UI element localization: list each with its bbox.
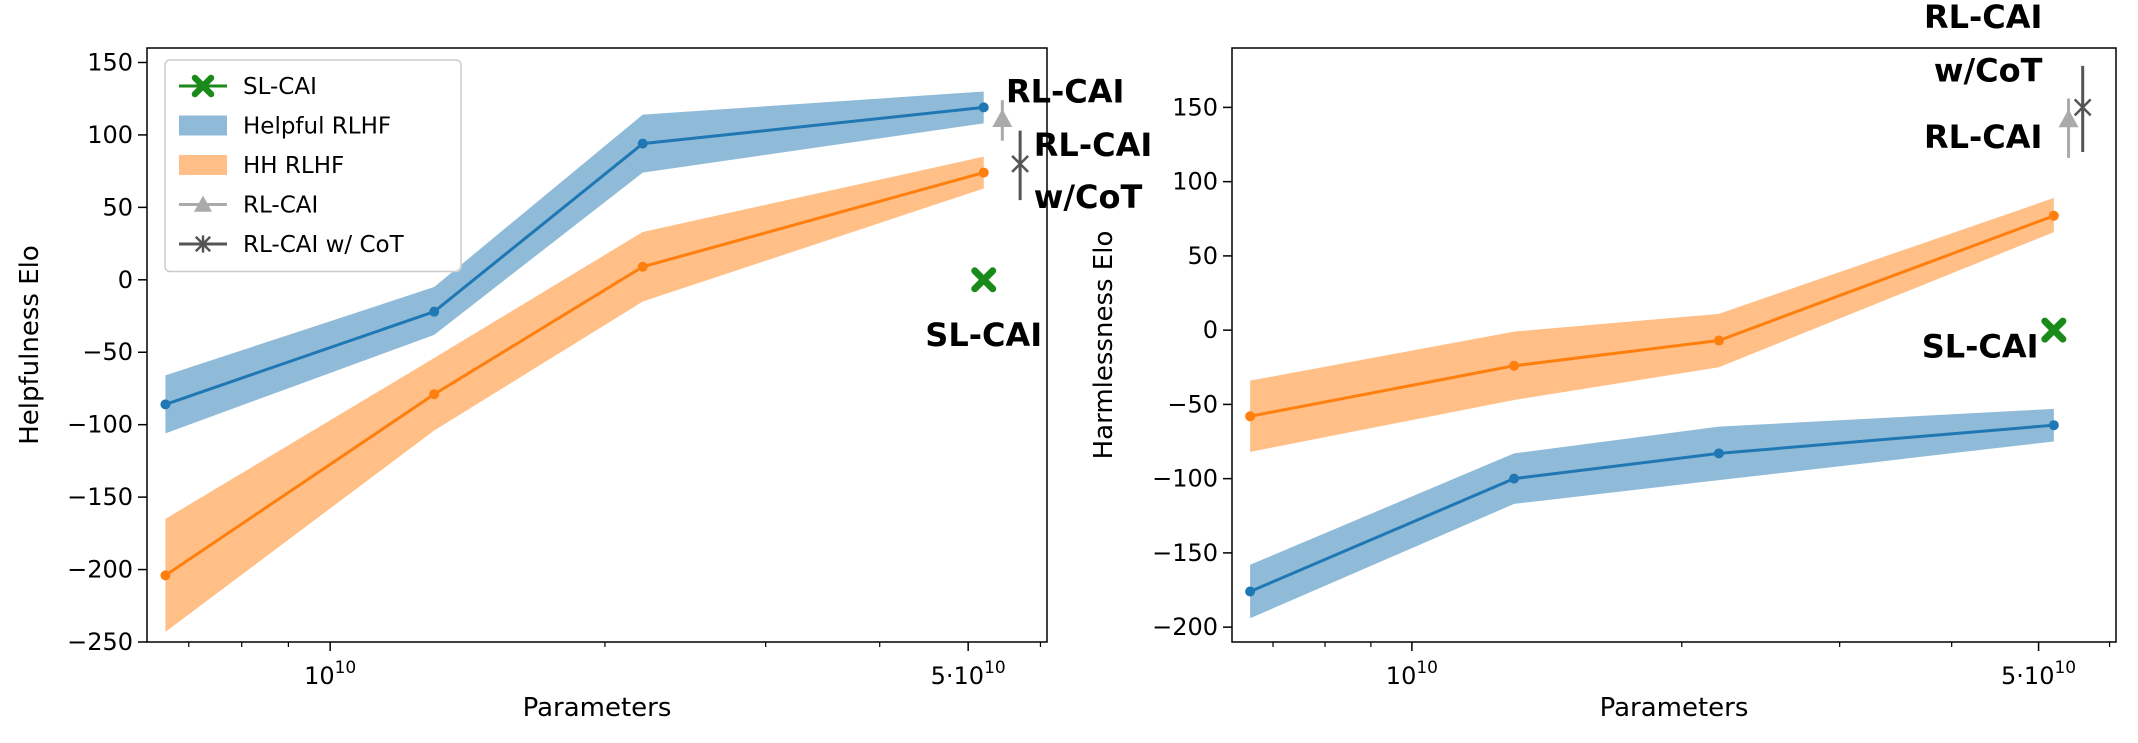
y-tick-label: 50 <box>1187 242 1218 270</box>
annotation-label: RL-CAI <box>1034 126 1152 164</box>
annotation-label: SL-CAI <box>1922 327 2039 365</box>
legend-label: RL-CAI w/ CoT <box>243 232 405 258</box>
confidence-band <box>1250 197 2054 452</box>
y-tick-label: −50 <box>82 338 133 366</box>
data-point <box>1509 360 1520 371</box>
legend-label: SL-CAI <box>243 74 317 100</box>
y-tick-label: −150 <box>67 483 133 511</box>
data-point <box>978 102 989 113</box>
legend-marker <box>191 74 215 98</box>
data-point <box>1245 411 1256 422</box>
x-tick-label: 1010 <box>304 658 356 690</box>
axes-frame <box>146 47 1048 643</box>
y-tick-label: −150 <box>1152 539 1218 567</box>
confidence-band <box>165 91 984 434</box>
harmlessness-chart: 1010 5·1010 −200 −150 −100 −50 0 50 100 150 Parame… <box>1089 0 2117 723</box>
legend-label: RL-CAI <box>243 193 318 219</box>
y-tick-label: 150 <box>1172 93 1218 121</box>
legend: SL-CAI Helpful RLHF HH RLHF RL-CAI RL-CAI w/… <box>164 59 462 273</box>
x-axis-label: Parameters <box>523 693 672 723</box>
series-line <box>1249 214 2055 418</box>
data-point <box>2048 210 2059 221</box>
data-point <box>429 389 440 400</box>
marker-point <box>2073 97 2092 117</box>
y-tick-label: 0 <box>1203 316 1218 344</box>
legend-swatch <box>179 155 227 175</box>
data-point <box>2048 420 2059 431</box>
data-point <box>1245 586 1256 597</box>
y-tick-label: −200 <box>67 556 133 584</box>
legend-marker <box>194 235 212 253</box>
annotation-label: SL-CAI <box>925 316 1042 354</box>
data-point <box>978 167 989 178</box>
confidence-band <box>165 156 984 632</box>
marker-point <box>2058 109 2079 128</box>
data-point <box>1509 473 1520 484</box>
x-tick-label: 5·1010 <box>931 658 1006 690</box>
y-tick-label: −100 <box>67 411 133 439</box>
legend-label: HH RLHF <box>243 153 344 179</box>
legend-marker <box>194 195 212 212</box>
series-line <box>1249 423 2054 593</box>
x-tick-label: 5·1010 <box>2001 658 2076 690</box>
x-tick-label: 1010 <box>1386 658 1438 690</box>
data-point <box>1713 448 1724 459</box>
y-tick-label: 100 <box>1172 168 1218 196</box>
y-tick-label: 50 <box>102 193 133 221</box>
series-line <box>164 105 984 406</box>
legend-swatch <box>179 115 227 136</box>
marker-point <box>2041 317 2067 343</box>
legend-box <box>164 59 462 273</box>
y-axis-label: Harmlessness Elo <box>1089 231 1119 460</box>
annotation-label: RL-CAI <box>1924 0 2042 36</box>
confidence-band <box>1250 408 2054 619</box>
data-point <box>429 306 440 317</box>
annotation-label: w/CoT <box>1034 178 1143 216</box>
marker-point <box>1011 154 1029 174</box>
annotation-label: w/CoT <box>1934 51 2043 89</box>
data-point <box>637 138 648 149</box>
y-tick-label: −50 <box>1167 390 1218 418</box>
data-point <box>637 261 648 272</box>
data-point <box>160 570 171 581</box>
y-tick-label: 100 <box>87 121 133 149</box>
annotation-label: RL-CAI <box>1924 118 2042 156</box>
y-tick-label: −200 <box>1152 613 1218 641</box>
y-tick-label: 0 <box>118 266 133 294</box>
y-axis-label: Helpfulness Elo <box>15 245 45 445</box>
y-tick-label: 150 <box>87 48 133 76</box>
axes-frame <box>1231 47 2117 643</box>
annotation-label: RL-CAI <box>1006 72 1124 110</box>
series-line <box>164 171 985 577</box>
legend-label: Helpful RLHF <box>243 114 391 140</box>
marker-point <box>992 108 1013 127</box>
y-tick-label: −250 <box>67 628 133 656</box>
x-axis-label: Parameters <box>1600 693 1749 723</box>
y-tick-label: −100 <box>1152 465 1218 493</box>
marker-point <box>971 267 997 293</box>
data-point <box>1713 335 1724 346</box>
helpfulness-chart: 1010 5·1010 −250 −200 −150 −100 −50 0 50 100 150 Pa… <box>15 47 1152 723</box>
data-point <box>160 399 171 410</box>
